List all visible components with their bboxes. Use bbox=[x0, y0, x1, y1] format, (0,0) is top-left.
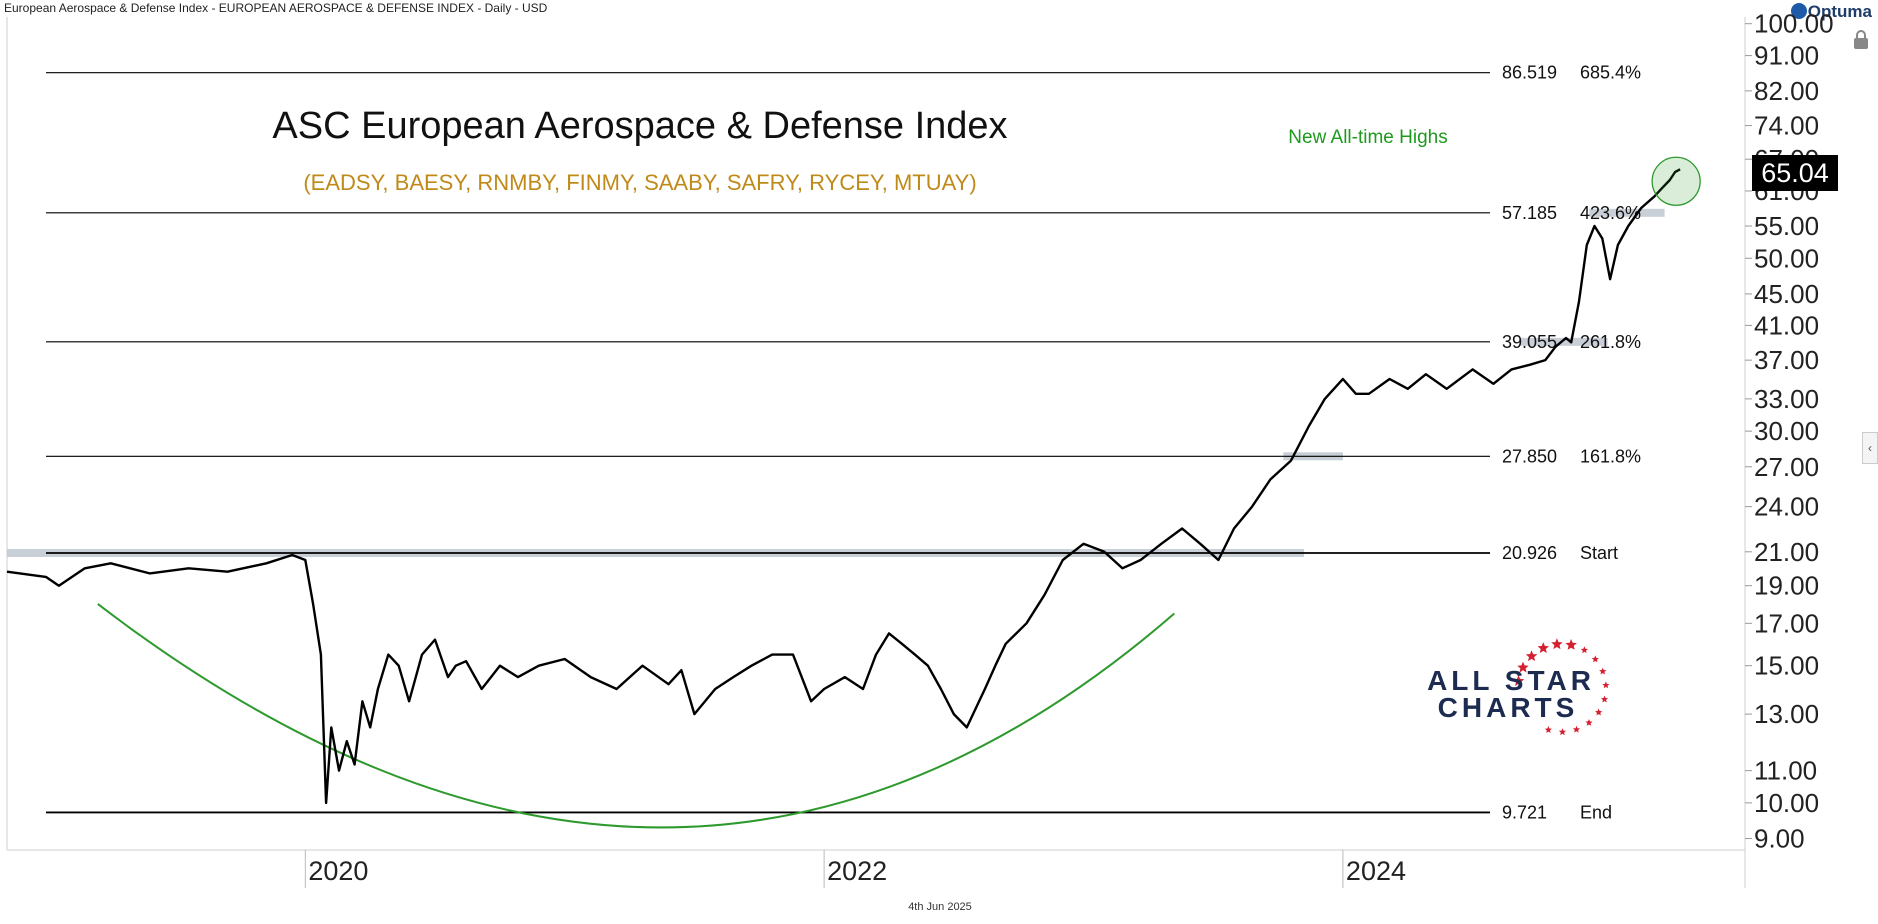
y-tick-label-10: 30.00 bbox=[1754, 416, 1819, 446]
y-tick-label-16: 55.00 bbox=[1754, 211, 1819, 241]
optuma-logo-icon bbox=[1790, 3, 1807, 19]
star-icon bbox=[1517, 661, 1529, 673]
last-value-box bbox=[1752, 155, 1838, 191]
star-icon bbox=[1580, 646, 1588, 654]
y-tick-label-20: 82.00 bbox=[1754, 76, 1819, 106]
star-icon bbox=[1602, 681, 1610, 689]
y-tick-label-21: 91.00 bbox=[1754, 41, 1819, 71]
support-zone-2 bbox=[1519, 337, 1608, 346]
y-tick-label-11: 33.00 bbox=[1754, 384, 1819, 414]
x-axis-ticks: 2020 2022 2024 bbox=[304, 850, 1406, 888]
fib-levels: 86.519 685.4% 57.185 423.6% 39.055 261.8% 27.8… bbox=[46, 63, 1641, 822]
y-tick-label-4: 15.00 bbox=[1754, 651, 1819, 681]
chart-header: European Aerospace & Defense Index - EUR… bbox=[4, 1, 548, 15]
star-icon bbox=[1544, 726, 1552, 733]
star-ring-icon bbox=[1512, 638, 1610, 736]
rounding-bottom-arc bbox=[97, 603, 1175, 829]
star-icon bbox=[1537, 642, 1549, 653]
y-tick-label-14: 45.00 bbox=[1754, 279, 1819, 309]
y-tick-label-2: 11.00 bbox=[1754, 756, 1817, 786]
y-tick-label-6: 19.00 bbox=[1754, 571, 1819, 601]
fib-value-label-2: 39.055 bbox=[1502, 332, 1557, 352]
y-tick-label-8: 24.00 bbox=[1754, 492, 1819, 522]
y-tick-label-19: 74.00 bbox=[1754, 111, 1819, 141]
chart-title: ASC European Aerospace & Defense Index bbox=[272, 105, 1007, 147]
star-icon bbox=[1599, 667, 1607, 675]
star-icon bbox=[1595, 708, 1603, 716]
ath-annotation: New All-time Highs bbox=[1288, 127, 1447, 148]
fib-pct-label-4: Start bbox=[1580, 543, 1618, 563]
y-tick-label-12: 37.00 bbox=[1754, 345, 1819, 375]
fib-value-label-0: 86.519 bbox=[1502, 63, 1557, 83]
support-zone-3 bbox=[1589, 208, 1665, 217]
brand-logo: Optuma bbox=[1790, 2, 1872, 22]
y-tick-label-3: 13.00 bbox=[1754, 699, 1819, 729]
fib-pct-label-3: 161.8% bbox=[1580, 446, 1641, 466]
all-time-high-marker bbox=[1651, 156, 1701, 206]
y-tick-label-7: 21.00 bbox=[1754, 537, 1819, 567]
x-tick-label-1: 2022 bbox=[827, 856, 887, 886]
star-icon bbox=[1591, 655, 1599, 663]
last-value-badge: 65.04 bbox=[1752, 155, 1838, 191]
fib-value-label-3: 27.850 bbox=[1502, 446, 1557, 466]
last-value-text: 65.04 bbox=[1761, 158, 1829, 188]
star-icon bbox=[1572, 725, 1581, 733]
fib-value-label-4: 20.926 bbox=[1502, 543, 1557, 563]
chart-subtitle: (EADSY, BAESY, RNMBY, FINMY, SAABY, SAFR… bbox=[303, 170, 976, 195]
star-icon bbox=[1558, 728, 1567, 736]
price-series-line[interactable] bbox=[6, 168, 1681, 805]
y-tick-label-22: 100.00 bbox=[1754, 9, 1834, 39]
y-tick-label-13: 41.00 bbox=[1754, 310, 1819, 340]
fib-value-label-5: 9.721 bbox=[1502, 802, 1547, 822]
star-icon bbox=[1600, 695, 1609, 703]
watermark-line-2: CHARTS bbox=[1438, 692, 1579, 723]
watermark-line-1: ALL STAR bbox=[1427, 665, 1595, 696]
x-tick-label-0: 2020 bbox=[308, 856, 368, 886]
star-icon bbox=[1585, 719, 1593, 726]
y-tick-label-0: 9.00 bbox=[1754, 824, 1805, 854]
star-icon bbox=[1525, 650, 1538, 662]
y-tick-label-1: 10.00 bbox=[1754, 788, 1819, 818]
star-icon bbox=[1565, 639, 1577, 650]
lock-icon[interactable] bbox=[1852, 30, 1870, 50]
star-icon bbox=[1512, 675, 1525, 686]
fib-pct-label-5: End bbox=[1580, 802, 1612, 822]
y-tick-label-15: 50.00 bbox=[1754, 243, 1819, 273]
brand-name: Optuma bbox=[1807, 2, 1872, 21]
x-tick-label-2: 2024 bbox=[1346, 856, 1406, 886]
fib-pct-label-0: 685.4% bbox=[1580, 63, 1641, 83]
fib-value-label-1: 57.185 bbox=[1502, 203, 1557, 223]
y-tick-label-5: 17.00 bbox=[1754, 608, 1819, 638]
allstarcharts-watermark: ALL STAR CHARTS bbox=[1427, 638, 1610, 736]
fib-pct-label-2: 261.8% bbox=[1580, 332, 1641, 352]
fib-pct-label-1: 423.6% bbox=[1580, 203, 1641, 223]
y-tick-label-9: 27.00 bbox=[1754, 452, 1819, 482]
footer-date: 4th Jun 2025 bbox=[908, 901, 972, 913]
star-icon bbox=[1551, 638, 1563, 650]
